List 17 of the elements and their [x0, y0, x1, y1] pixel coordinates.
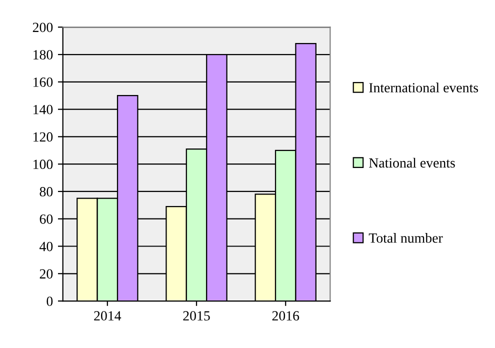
y-tick-label: 0 [46, 296, 53, 306]
x-tick-label: 2014 [94, 311, 122, 321]
y-tick-label: 100 [34, 160, 53, 170]
y-tick-label: 60 [40, 214, 53, 224]
y-tick-label: 200 [32, 22, 53, 32]
y-tick-label: 180 [34, 50, 53, 60]
y-tick-label: 80 [40, 187, 53, 196]
y-tick-label: 160 [34, 78, 53, 87]
legend-label: International events [369, 82, 478, 92]
y-tick-label: 140 [34, 104, 53, 114]
x-tick-label: 2016 [272, 311, 300, 321]
y-tick-label: 40 [40, 242, 53, 252]
y-tick-label: 20 [40, 269, 53, 279]
legend-label: Total number [368, 233, 443, 243]
y-tick-label: 120 [34, 132, 53, 142]
legend-label: National events [369, 158, 455, 168]
x-tick-label: 2015 [183, 311, 210, 321]
